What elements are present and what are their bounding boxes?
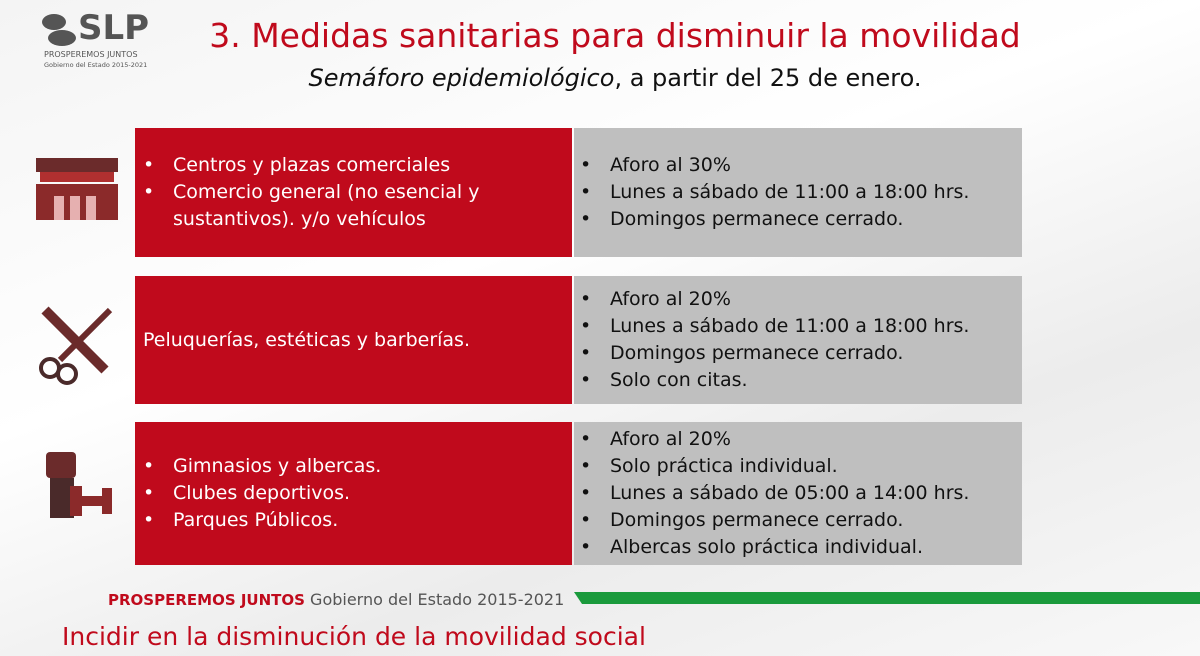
category-box: Peluquerías, estéticas y barberías. (135, 276, 572, 404)
subtitle-rest: , a partir del 25 de enero. (614, 64, 922, 92)
title: 3. Medidas sanitarias para disminuir la … (209, 16, 1021, 55)
bullet-item: Clubes deportivos. (143, 480, 572, 507)
bullet-item: Aforo al 20% (580, 286, 1022, 313)
bullet-item: Lunes a sábado de 05:00 a 14:00 hrs. (580, 480, 1022, 507)
bullet-item: Lunes a sábado de 11:00 a 18:00 hrs. (580, 313, 1022, 340)
bullet-item: Lunes a sábado de 11:00 a 18:00 hrs. (580, 179, 1022, 206)
bullet-item: Parques Públicos. (143, 507, 572, 534)
scissors-icon (39, 306, 113, 385)
bullet-item: Gimnasios y albercas. (143, 453, 572, 480)
category-box: Centros y plazas comercialesComercio gen… (135, 128, 572, 257)
logo-government: Gobierno del Estado 2015-2021 (44, 61, 148, 69)
bullet-item: Comercio general (no esencial y sustanti… (143, 179, 572, 233)
subtitle-italic: Semáforo epidemiológico (308, 64, 615, 92)
category-box: Gimnasios y albercas.Clubes deportivos.P… (135, 422, 572, 565)
store-icon (36, 158, 118, 220)
bullet-item: Albercas solo práctica individual. (580, 534, 1022, 561)
footer-brand: PROSPEREMOS JUNTOS Gobierno del Estado 2… (108, 590, 564, 609)
footer-bar (574, 592, 1200, 604)
bullet-item: Solo con citas. (580, 367, 1022, 394)
bullet-item: Centros y plazas comerciales (143, 152, 572, 179)
bullet-item: Domingos permanece cerrado. (580, 206, 1022, 233)
bullet-item: Domingos permanece cerrado. (580, 340, 1022, 367)
logo-mark: SLP (78, 8, 150, 48)
footer-government: Gobierno del Estado 2015-2021 (310, 590, 565, 609)
bullet-item: Domingos permanece cerrado. (580, 507, 1022, 534)
measures-box: Aforo al 20%Solo práctica individual.Lun… (574, 422, 1022, 565)
bullet-item: Solo práctica individual. (580, 453, 1022, 480)
bullet-list: Aforo al 20%Solo práctica individual.Lun… (580, 426, 1022, 561)
bullet-item: Aforo al 30% (580, 152, 1022, 179)
logo-icon (42, 14, 76, 46)
bullet-list: Centros y plazas comercialesComercio gen… (143, 152, 572, 233)
bullet-item: Aforo al 20% (580, 426, 1022, 453)
bullet-list: Aforo al 30%Lunes a sábado de 11:00 a 18… (580, 152, 1022, 233)
logo-tagline: PROSPEREMOS JUNTOS (44, 50, 138, 59)
bullet-list: Gimnasios y albercas.Clubes deportivos.P… (143, 453, 572, 534)
footer-tagline: PROSPEREMOS JUNTOS (108, 591, 305, 609)
bottom-text: Incidir en la disminución de la movilida… (62, 622, 646, 651)
bullet-list: Aforo al 20%Lunes a sábado de 11:00 a 18… (580, 286, 1022, 394)
measures-box: Aforo al 20%Lunes a sábado de 11:00 a 18… (574, 276, 1022, 404)
category-text: Peluquerías, estéticas y barberías. (143, 328, 470, 351)
measures-box: Aforo al 30%Lunes a sábado de 11:00 a 18… (574, 128, 1022, 257)
subtitle: Semáforo epidemiológico, a partir del 25… (150, 64, 1080, 92)
fist-icon (46, 452, 112, 518)
